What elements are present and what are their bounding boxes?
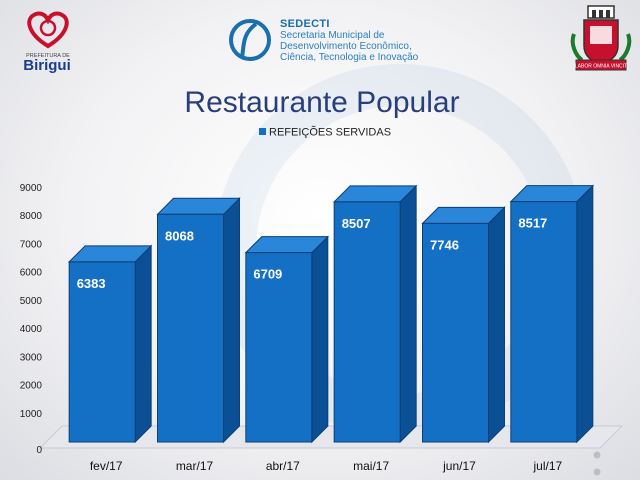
bar-value-label: 6709 — [253, 267, 282, 282]
y-axis: 0 1000 2000 3000 4000 5000 6000 7000 8000 9000 — [20, 183, 43, 456]
x-category-label: jun/17 — [442, 459, 476, 473]
coat-of-arms-icon: LABOR OMNIA VINCIT — [570, 5, 632, 71]
bar-value-label: 6383 — [77, 276, 106, 291]
bar-side — [223, 197, 240, 444]
sedecti-circle-icon — [229, 19, 271, 61]
category-axis: fev/17 mar/17 abr/17 mai/17 jun/17 jul/17 — [90, 459, 563, 473]
bar-value-label: 7746 — [430, 237, 459, 252]
bar — [510, 201, 578, 443]
x-category-label: mar/17 — [176, 459, 214, 473]
legend: REFEIÇÕES SERVIDAS — [259, 126, 391, 139]
coat-of-arms-logo: LABOR OMNIA VINCIT — [568, 4, 634, 74]
coat-of-arms-banner: LABOR OMNIA VINCIT — [575, 64, 627, 70]
slide-dots-decoration — [593, 451, 601, 476]
sedecti-logo: SEDECTI Secretaria Municipal de Desenvol… — [226, 16, 426, 66]
y-tick-label: 5000 — [20, 296, 43, 307]
x-category-label: jul/17 — [532, 459, 562, 473]
y-tick-label: 0 — [36, 445, 42, 456]
bar — [157, 213, 224, 443]
bar-side — [399, 184, 417, 444]
birigui-prefeitura-text: PREFEITURA DE — [26, 53, 70, 59]
birigui-logo: PREFEITURA DE Birigui — [8, 4, 88, 76]
sedecti-line-2: Desenvolvimento Econômico, — [280, 41, 412, 52]
bar-side — [488, 206, 505, 444]
chart-title: Restaurante Popular — [184, 86, 459, 119]
y-tick-label: 2000 — [20, 381, 43, 392]
sedecti-line-1: Secretaria Municipal de — [280, 30, 385, 41]
bar — [333, 201, 401, 443]
bar-side — [311, 235, 329, 444]
birigui-name-text: Birigui — [23, 57, 71, 74]
bar-group: 8517 — [509, 184, 595, 444]
bar-group: 8507 — [332, 184, 418, 444]
bar-group: 6383 — [67, 244, 153, 444]
y-tick-label: 9000 — [20, 183, 43, 194]
y-tick-label: 3000 — [20, 352, 43, 363]
bar-value-label: 8517 — [518, 216, 547, 231]
sedecti-line-3: Ciência, Tecnologia e Inovação — [280, 52, 419, 63]
bars: 6383 8068 6709 8507 7746 8517 — [67, 184, 595, 444]
y-tick-label: 4000 — [20, 324, 43, 335]
x-category-label: fev/17 — [90, 459, 123, 473]
bar-value-label: 8068 — [165, 228, 194, 243]
bar — [68, 261, 136, 443]
legend-swatch — [259, 128, 266, 135]
bar-value-label: 8507 — [342, 216, 371, 231]
bar-group: 8068 — [156, 197, 241, 444]
bar-side — [134, 244, 152, 444]
y-tick-label: 6000 — [20, 268, 43, 279]
x-category-label: abr/17 — [266, 459, 300, 473]
bar-side — [576, 184, 594, 444]
bar-group: 7746 — [421, 206, 506, 444]
y-tick-label: 1000 — [20, 409, 43, 420]
x-category-label: mai/17 — [353, 459, 389, 473]
legend-label: REFEIÇÕES SERVIDAS — [269, 126, 391, 139]
bar — [422, 222, 489, 443]
bar — [245, 252, 313, 443]
sedecti-name: SEDECTI — [280, 18, 330, 30]
y-tick-label: 8000 — [20, 211, 43, 222]
birigui-heart-icon: PREFEITURA DE Birigui — [23, 11, 71, 74]
y-tick-label: 7000 — [20, 239, 43, 250]
bar-group: 6709 — [244, 235, 330, 444]
